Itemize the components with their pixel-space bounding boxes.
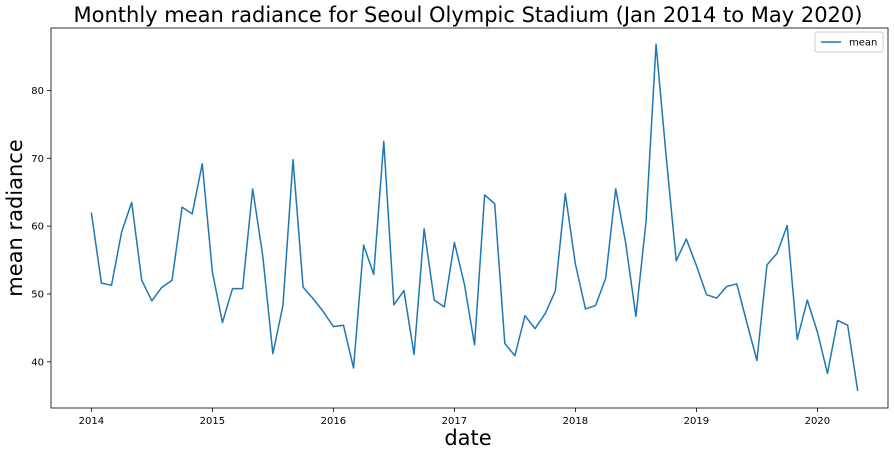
y-tick-label: 50 (31, 290, 44, 301)
x-axis-label: date (444, 426, 491, 450)
x-tick-label: 2015 (200, 416, 225, 427)
y-tick-label: 60 (31, 222, 44, 233)
y-axis: 40 50 60 70 80 (31, 86, 51, 368)
x-tick-label: 2020 (805, 416, 830, 427)
y-axis-label: mean radiance (3, 139, 27, 297)
x-axis: 2014 2015 2016 2017 2018 2019 2020 (79, 408, 830, 427)
legend: mean (814, 31, 884, 53)
y-tick-label: 70 (31, 154, 44, 165)
x-tick-label: 2014 (79, 416, 104, 427)
x-tick-label: 2017 (442, 416, 467, 427)
plot-area (50, 27, 889, 409)
series-layer (90, 43, 859, 392)
x-tick-label: 2019 (684, 416, 709, 427)
y-tick-label: 80 (31, 86, 44, 97)
y-tick-label: 40 (31, 357, 44, 368)
legend-label-mean: mean (849, 38, 877, 49)
x-tick-label: 2018 (563, 416, 588, 427)
series-line-mean (90, 43, 859, 392)
x-tick-label: 2016 (321, 416, 346, 427)
chart-title: Monthly mean radiance for Seoul Olympic … (74, 3, 863, 27)
legend-box (814, 31, 884, 53)
